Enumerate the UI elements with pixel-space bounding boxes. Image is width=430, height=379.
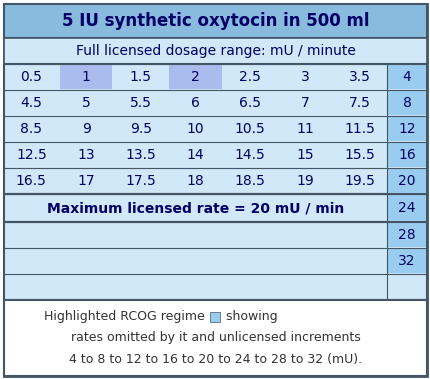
Text: 13.5: 13.5	[125, 148, 156, 162]
Text: 13: 13	[77, 148, 95, 162]
Text: 4: 4	[402, 70, 410, 84]
Text: 10: 10	[186, 122, 204, 136]
Text: 24: 24	[397, 201, 415, 215]
Text: 20: 20	[397, 174, 415, 188]
Text: 9: 9	[81, 122, 90, 136]
Text: 0.5: 0.5	[20, 70, 42, 84]
Text: 5 IU synthetic oxytocin in 500 ml: 5 IU synthetic oxytocin in 500 ml	[61, 12, 369, 30]
Text: 15: 15	[295, 148, 313, 162]
Text: Highlighted RCOG regime: Highlighted RCOG regime	[44, 310, 208, 323]
FancyBboxPatch shape	[387, 143, 425, 167]
Text: 10.5: 10.5	[234, 122, 265, 136]
FancyBboxPatch shape	[387, 117, 425, 141]
FancyBboxPatch shape	[4, 4, 426, 376]
FancyBboxPatch shape	[4, 4, 426, 38]
FancyBboxPatch shape	[210, 312, 220, 322]
FancyBboxPatch shape	[387, 249, 425, 273]
Text: 16.5: 16.5	[16, 174, 47, 188]
Text: 4.5: 4.5	[20, 96, 42, 110]
Text: 28: 28	[397, 228, 415, 242]
Text: 5.5: 5.5	[129, 96, 151, 110]
Text: rates omitted by it and unlicensed increments: rates omitted by it and unlicensed incre…	[71, 332, 359, 345]
FancyBboxPatch shape	[4, 194, 426, 222]
Text: 17: 17	[77, 174, 95, 188]
Text: 16: 16	[397, 148, 415, 162]
FancyBboxPatch shape	[60, 65, 112, 89]
FancyBboxPatch shape	[4, 64, 426, 194]
FancyBboxPatch shape	[387, 65, 425, 89]
FancyBboxPatch shape	[4, 300, 426, 376]
FancyBboxPatch shape	[387, 195, 425, 221]
Text: 19.5: 19.5	[344, 174, 374, 188]
Text: Full licensed dosage range: mU / minute: Full licensed dosage range: mU / minute	[75, 44, 355, 58]
Text: 8: 8	[402, 96, 411, 110]
Text: 2: 2	[190, 70, 200, 84]
Text: Maximum licensed rate = 20 mU / min: Maximum licensed rate = 20 mU / min	[47, 201, 343, 215]
Text: 9.5: 9.5	[129, 122, 151, 136]
Text: showing: showing	[222, 310, 277, 323]
Text: 3.5: 3.5	[348, 70, 370, 84]
Text: 14.5: 14.5	[234, 148, 265, 162]
Text: 12.5: 12.5	[16, 148, 46, 162]
Text: 7: 7	[300, 96, 309, 110]
FancyBboxPatch shape	[387, 223, 425, 247]
Text: 1: 1	[81, 70, 90, 84]
FancyBboxPatch shape	[4, 222, 426, 300]
Text: 18.5: 18.5	[234, 174, 265, 188]
Text: 18: 18	[186, 174, 204, 188]
Text: 14: 14	[186, 148, 204, 162]
Text: 7.5: 7.5	[348, 96, 370, 110]
Text: 11.5: 11.5	[344, 122, 374, 136]
FancyBboxPatch shape	[169, 65, 221, 89]
FancyBboxPatch shape	[4, 38, 426, 64]
Text: 32: 32	[397, 254, 415, 268]
Text: 6.5: 6.5	[239, 96, 261, 110]
Text: 17.5: 17.5	[125, 174, 156, 188]
Text: 11: 11	[295, 122, 313, 136]
Text: 8.5: 8.5	[20, 122, 42, 136]
Text: 15.5: 15.5	[344, 148, 374, 162]
Text: 4 to 8 to 12 to 16 to 20 to 24 to 28 to 32 (mU).: 4 to 8 to 12 to 16 to 20 to 24 to 28 to …	[69, 353, 361, 366]
Text: 6: 6	[190, 96, 200, 110]
FancyBboxPatch shape	[387, 91, 425, 115]
Text: 1.5: 1.5	[129, 70, 151, 84]
Text: 3: 3	[300, 70, 309, 84]
FancyBboxPatch shape	[387, 169, 425, 193]
Text: 2.5: 2.5	[239, 70, 261, 84]
Text: 12: 12	[397, 122, 415, 136]
Text: 19: 19	[295, 174, 313, 188]
Text: 5: 5	[82, 96, 90, 110]
